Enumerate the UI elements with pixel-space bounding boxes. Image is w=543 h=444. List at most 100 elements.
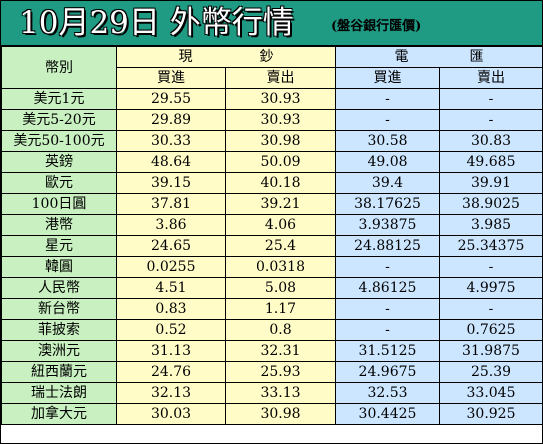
cash-buy-rate: 48.64 xyxy=(116,151,226,173)
cash-sell-rate: 1.17 xyxy=(225,298,336,320)
table-row: 加拿大元 30.03 30.98 30.4425 30.925 xyxy=(1,403,543,425)
page-title: 10月29日 外幣行情 xyxy=(19,5,294,41)
cash-sell-rate: 0.8 xyxy=(225,319,336,341)
table-row: 歐元 39.15 40.18 39.4 39.91 xyxy=(1,172,543,194)
cash-sell-rate: 39.21 xyxy=(225,193,336,215)
currency-name: 歐元 xyxy=(1,172,117,194)
table-row: 菲披索 0.52 0.8-0.7625 xyxy=(1,319,543,341)
wire-buy-rate: - xyxy=(335,109,440,131)
cash-sell-rate: 33.13 xyxy=(225,382,336,404)
currency-name: 韓圓 xyxy=(1,256,117,278)
cash-buy-rate: 39.15 xyxy=(116,172,226,194)
table-row: 港幣 3.86 4.06 3.93875 3.985 xyxy=(1,214,543,236)
wire-sell-rate: 30.925 xyxy=(439,403,543,425)
wire-buy-rate: - xyxy=(335,88,440,110)
wire-sell-rate: 4.9975 xyxy=(439,277,543,299)
wire-group-header: 電 匯 xyxy=(335,46,543,68)
currency-name: 澳洲元 xyxy=(1,340,117,362)
cash-buy-rate: 3.86 xyxy=(116,214,226,236)
cash-sell-rate: 50.09 xyxy=(225,151,336,173)
wire-header-char-2: 匯 xyxy=(469,49,484,65)
wire-sell-rate: 0.7625 xyxy=(439,319,543,341)
currency-name: 加拿大元 xyxy=(1,403,117,425)
table-row: 美元5-20元 29.89 30.93- - xyxy=(1,109,543,131)
table-row: 韓圓 0.0255 0.0318- - xyxy=(1,256,543,278)
wire-sell-rate: 38.9025 xyxy=(439,193,543,215)
wire-sell-rate: - xyxy=(439,88,543,110)
currency-name: 美元5-20元 xyxy=(1,109,117,131)
table-row: 瑞士法朗 32.13 33.13 32.53 33.045 xyxy=(1,382,543,404)
currency-name: 瑞士法朗 xyxy=(1,382,117,404)
cash-buy-rate: 29.55 xyxy=(116,88,226,110)
wire-buy-rate: 32.53 xyxy=(335,382,440,404)
cash-sell-rate: 40.18 xyxy=(225,172,336,194)
wire-buy-rate: - xyxy=(335,319,440,341)
table-row: 紐西蘭元 24.76 25.93 24.9675 25.39 xyxy=(1,361,543,383)
cash-buy-rate: 29.89 xyxy=(116,109,226,131)
wire-buy-rate: 24.9675 xyxy=(335,361,440,383)
cash-sell-rate: 30.93 xyxy=(225,88,336,110)
table-row: 人民幣 4.51 5.08 4.86125 4.9975 xyxy=(1,277,543,299)
currency-name: 紐西蘭元 xyxy=(1,361,117,383)
title-bar: 10月29日 外幣行情 (盤谷銀行匯價) xyxy=(1,1,542,46)
cash-buy-header: 買進 xyxy=(116,67,226,89)
cash-sell-rate: 0.0318 xyxy=(225,256,336,278)
currency-name: 美元1元 xyxy=(1,88,117,110)
wire-buy-rate: 30.4425 xyxy=(335,403,440,425)
cash-sell-rate: 30.98 xyxy=(225,403,336,425)
wire-sell-rate: 39.91 xyxy=(439,172,543,194)
rate-rows: 美元1元 29.55 30.93- - 美元5-20元 29.89 30.93- - 美元50-… xyxy=(1,88,543,425)
cash-buy-rate: 31.13 xyxy=(116,340,226,362)
table-row: 美元1元 29.55 30.93- - xyxy=(1,88,543,110)
wire-buy-rate: 38.17625 xyxy=(335,193,440,215)
currency-column-header: 幣別 xyxy=(1,46,117,89)
wire-buy-rate: 24.88125 xyxy=(335,235,440,257)
wire-sell-rate: - xyxy=(439,298,543,320)
cash-buy-rate: 0.83 xyxy=(116,298,226,320)
cash-sell-rate: 5.08 xyxy=(225,277,336,299)
wire-buy-rate: 49.08 xyxy=(335,151,440,173)
currency-name: 英鎊 xyxy=(1,151,117,173)
wire-sell-rate: 30.83 xyxy=(439,130,543,152)
wire-sell-rate: - xyxy=(439,109,543,131)
wire-buy-header: 買進 xyxy=(335,67,440,89)
cash-sell-rate: 25.4 xyxy=(225,235,336,257)
cash-sell-rate: 30.98 xyxy=(225,130,336,152)
cash-sell-rate: 4.06 xyxy=(225,214,336,236)
wire-sell-rate: 31.9875 xyxy=(439,340,543,362)
table-row: 100日圓 37.81 39.21 38.17625 38.9025 xyxy=(1,193,543,215)
cash-group-header: 現 鈔 xyxy=(116,46,336,68)
wire-sell-rate: 33.045 xyxy=(439,382,543,404)
wire-sell-header: 賣出 xyxy=(439,67,543,89)
cash-buy-rate: 24.65 xyxy=(116,235,226,257)
wire-sell-rate: 49.685 xyxy=(439,151,543,173)
wire-buy-rate: 31.5125 xyxy=(335,340,440,362)
table-row: 美元50-100元 30.33 30.98 30.58 30.83 xyxy=(1,130,543,152)
cash-header-char-2: 鈔 xyxy=(259,49,274,65)
currency-name: 星元 xyxy=(1,235,117,257)
cash-sell-rate: 30.93 xyxy=(225,109,336,131)
currency-name: 菲披索 xyxy=(1,319,117,341)
cash-buy-rate: 32.13 xyxy=(116,382,226,404)
wire-header-char-1: 電 xyxy=(394,49,409,65)
currency-name: 港幣 xyxy=(1,214,117,236)
cash-buy-rate: 30.03 xyxy=(116,403,226,425)
table-row: 澳洲元 31.13 32.31 31.5125 31.9875 xyxy=(1,340,543,362)
wire-buy-rate: 39.4 xyxy=(335,172,440,194)
cash-buy-rate: 0.0255 xyxy=(116,256,226,278)
cash-buy-rate: 24.76 xyxy=(116,361,226,383)
cash-sell-header: 賣出 xyxy=(225,67,336,89)
wire-sell-rate: 25.39 xyxy=(439,361,543,383)
cash-sell-rate: 32.31 xyxy=(225,340,336,362)
table-row: 新台幣 0.83 1.17- - xyxy=(1,298,543,320)
wire-buy-rate: - xyxy=(335,256,440,278)
wire-buy-rate: 30.58 xyxy=(335,130,440,152)
wire-sell-rate: 25.34375 xyxy=(439,235,543,257)
wire-sell-rate: 3.985 xyxy=(439,214,543,236)
cash-buy-rate: 4.51 xyxy=(116,277,226,299)
cash-buy-rate: 37.81 xyxy=(116,193,226,215)
wire-buy-rate: 3.93875 xyxy=(335,214,440,236)
exchange-rate-table: 幣別 現 鈔 電 匯 買進 賣出 買進 賣出 xyxy=(1,46,543,425)
currency-name: 新台幣 xyxy=(1,298,117,320)
